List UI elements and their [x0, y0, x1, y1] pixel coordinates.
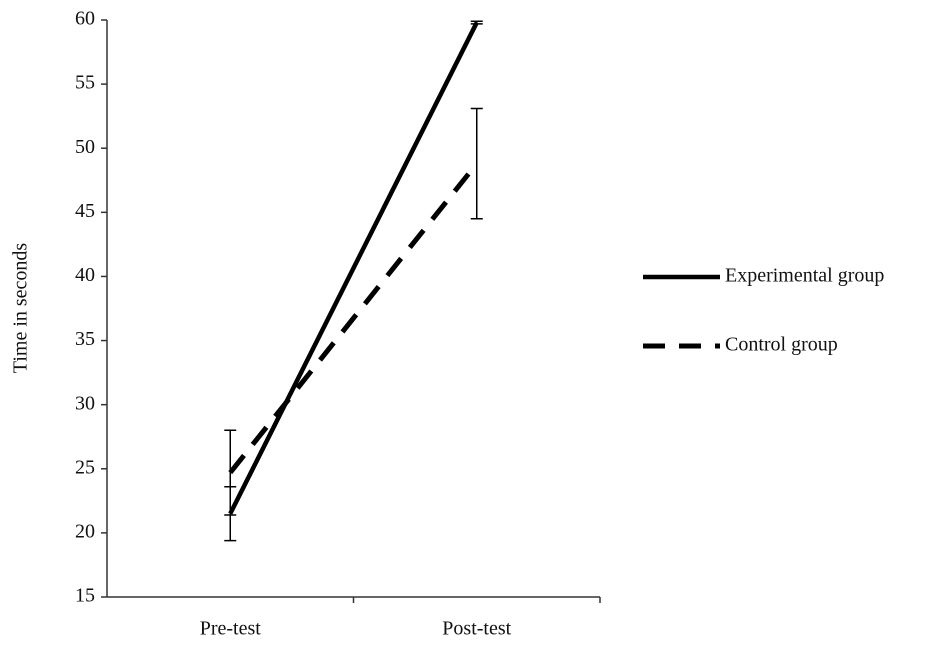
y-tick-label: 15 [75, 585, 95, 607]
legend-label: Experimental group [725, 265, 884, 287]
y-tick-label: 45 [75, 200, 95, 222]
y-tick-label: 60 [75, 8, 95, 30]
x-tick-label: Post-test [442, 618, 511, 640]
y-tick-label: 30 [75, 392, 95, 414]
error-bar [470, 107, 483, 220]
y-tick-label: 50 [75, 136, 95, 158]
y-tick-label: 25 [75, 456, 95, 478]
series-line [228, 162, 479, 475]
y-tick-label: 35 [75, 328, 95, 350]
legend-label: Control group [725, 334, 838, 356]
y-tick-label: 20 [75, 520, 95, 542]
y-tick-label: 40 [75, 264, 95, 286]
error-bar [224, 429, 237, 516]
y-axis-label: Time in seconds [10, 243, 32, 374]
y-tick-label: 55 [75, 72, 95, 94]
x-tick-label: Pre-test [200, 618, 262, 640]
error-bar [470, 20, 483, 25]
series-line [228, 21, 479, 515]
